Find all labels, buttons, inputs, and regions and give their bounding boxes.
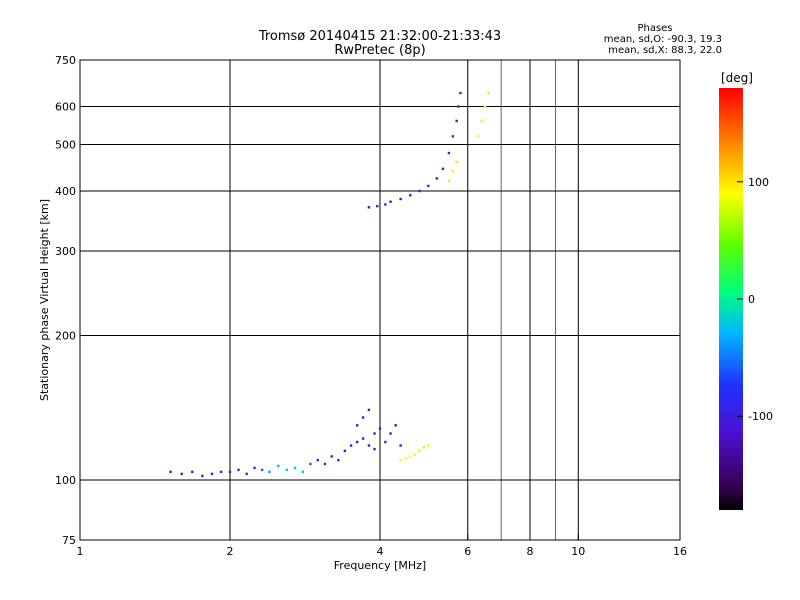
x-tick-label: 6 [464, 545, 471, 558]
data-point [483, 105, 487, 108]
data-point [418, 449, 421, 453]
phases-line-x: mean, sd,X: 88.3, 22.0 [608, 45, 722, 56]
data-point [349, 444, 353, 447]
data-point [413, 453, 417, 456]
phases-title: Phases [637, 23, 672, 34]
data-point [245, 472, 248, 476]
data-point [180, 472, 183, 476]
data-point [293, 466, 297, 470]
y-tick-label: 500 [55, 139, 76, 152]
data-point [477, 135, 480, 138]
data-point [323, 462, 327, 466]
data-point [237, 468, 240, 472]
colorbar-tick-label: -100 [748, 410, 773, 423]
data-point [373, 432, 376, 435]
data-point [418, 189, 421, 193]
data-point [389, 432, 392, 435]
x-tick-label: 2 [227, 545, 234, 558]
data-point [367, 408, 371, 412]
data-point [330, 455, 333, 458]
y-tick-label: 400 [55, 185, 76, 198]
data-point [277, 464, 280, 468]
colorbar-label: [deg] [721, 71, 753, 85]
chart-subtitle: RwPretec (8p) [334, 43, 425, 58]
axes-layer: 1 2 4 6 8 10 16 75 100 200 300 400 500 600 750 [55, 54, 687, 558]
data-point [301, 470, 305, 474]
y-tick-label: 200 [55, 330, 76, 343]
data-point [367, 206, 371, 209]
data-point [316, 458, 319, 462]
x-tick-label: 8 [527, 545, 534, 558]
data-point [451, 169, 455, 173]
data-point [378, 427, 382, 430]
data-point [361, 437, 365, 440]
data-point [399, 197, 402, 201]
data-point [409, 194, 412, 197]
data-point [394, 424, 397, 427]
y-tick-label: 750 [55, 54, 76, 67]
data-point [404, 457, 407, 460]
data-point [361, 416, 365, 419]
colorbar-ticks: 100 0 -100 [737, 176, 773, 423]
x-tick-label: 4 [377, 545, 384, 558]
data-point [455, 160, 458, 164]
x-tick-label: 10 [571, 545, 585, 558]
data-point [399, 458, 402, 462]
data-point [228, 470, 232, 474]
y-tick-label: 100 [55, 474, 76, 487]
data-point [253, 466, 256, 470]
data-point [169, 470, 172, 474]
data-point [210, 472, 214, 476]
data-point [457, 105, 460, 108]
data-point [355, 424, 359, 427]
data-point [268, 470, 271, 474]
data-point [309, 462, 312, 466]
data-point [455, 119, 458, 123]
y-tick-label: 75 [62, 534, 76, 547]
data-point [285, 468, 288, 472]
y-axis-label: Stationary phase Virtual Height [km] [38, 199, 51, 401]
chart-title: Tromsø 20140415 21:32:00-21:33:43 [258, 29, 501, 44]
data-point [409, 455, 412, 458]
data-point [343, 449, 347, 453]
data-point [447, 151, 451, 155]
data-point [191, 470, 194, 474]
data-point [373, 447, 376, 451]
data-point [399, 444, 402, 447]
data-point [219, 470, 223, 474]
x-tick-label: 16 [673, 545, 687, 558]
data-point [376, 204, 379, 208]
data-point [367, 444, 371, 447]
colorbar-tick-label: 0 [748, 293, 755, 306]
data-point [487, 91, 490, 95]
data-point [389, 200, 392, 203]
colorbar-tick-label: 100 [748, 176, 769, 189]
data-point [480, 119, 483, 123]
data-point [427, 184, 430, 188]
data-point [435, 177, 438, 180]
data-point [441, 167, 445, 171]
data-point [459, 91, 462, 95]
grid-layer [80, 60, 680, 540]
data-point [201, 474, 204, 478]
data-point [355, 440, 359, 444]
points-layer [169, 91, 490, 478]
data-point [427, 444, 430, 447]
data-point [337, 458, 340, 462]
y-tick-label: 600 [55, 101, 76, 114]
x-axis-label: Frequency [MHz] [334, 559, 426, 572]
x-tick-label: 1 [77, 545, 84, 558]
phases-line-o: mean, sd,O: -90.3, 19.3 [604, 34, 722, 45]
data-point [451, 135, 455, 138]
data-point [422, 446, 426, 449]
data-point [384, 440, 387, 444]
data-point [384, 203, 387, 206]
data-point [260, 468, 264, 472]
y-tick-label: 300 [55, 245, 76, 258]
data-point [447, 179, 451, 183]
